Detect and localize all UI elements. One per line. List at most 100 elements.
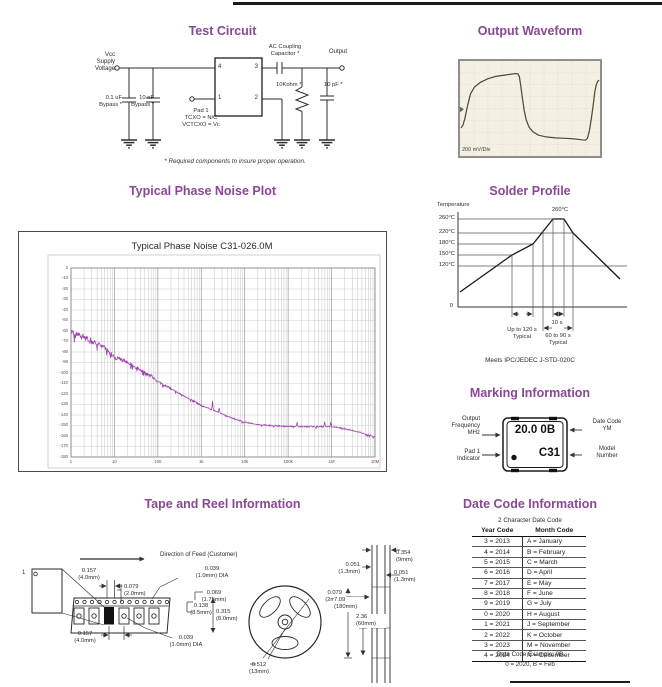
chip-model-text: C31 — [538, 447, 560, 459]
y-axis-tick: -150 — [59, 422, 68, 427]
heading-solder-profile: Solder Profile — [489, 184, 571, 198]
month-code-cell: K = October — [522, 629, 586, 641]
pocket-number-label: 1 — [22, 570, 26, 576]
dim-hub: 0.512 (13mm) — [249, 662, 269, 675]
pad1-label: Pad 1 TCXO = N/C VCTCXO = Vc — [182, 108, 220, 128]
resistor-label: 10Kohm * — [276, 82, 302, 88]
y-axis-tick: -100 — [59, 369, 68, 375]
pin2-label: 2 — [254, 95, 258, 101]
month-code-cell: A = January — [522, 536, 586, 548]
phase-noise-title: Typical Phase Noise C31-026.0M — [131, 241, 273, 252]
table-row: 3 = 2013 A = January — [472, 536, 586, 548]
ground-symbol — [145, 139, 161, 149]
x-axis-tick: 10M — [370, 459, 380, 464]
table-row: 9 = 2019 G = July — [472, 598, 586, 610]
y-axis-tick: -180 — [59, 453, 68, 459]
temperature-axis-label: Temperature — [437, 202, 470, 208]
x-axis-tick: 100k — [283, 459, 293, 464]
table-row: 4 = 2014 B = February — [472, 546, 586, 558]
phase-noise-trace — [71, 329, 376, 439]
circuit-note: * Required components to insure proper o… — [164, 158, 306, 165]
month-code-header: Month Code — [522, 526, 586, 537]
peak-temp-label: 260°C — [551, 207, 569, 213]
y-axis-tick: -130 — [59, 401, 68, 406]
heading-output-waveform: Output Waveform — [477, 24, 583, 38]
temp-zero-label: 0 — [449, 303, 453, 309]
y-axis-tick: -160 — [59, 432, 68, 438]
month-code-cell: M = November — [522, 640, 586, 652]
table-row: 4 = 2024 N = December — [472, 650, 586, 662]
heading-phase-noise: Typical Phase Noise Plot — [128, 184, 277, 198]
table-row: 5 = 2015 C = March — [472, 557, 586, 569]
freq-callout-label: Output Frequency MHz — [451, 416, 480, 437]
month-code-cell: G = July — [522, 598, 586, 610]
model-callout-label: Model Number — [596, 446, 618, 460]
y-axis-tick: -60 — [61, 327, 68, 333]
month-code-cell: D = April — [522, 567, 586, 579]
x-axis-tick: 1M — [328, 459, 335, 464]
phase-noise-chart: Typical Phase Noise C31-026.0M 0 -10 -20 -3… — [18, 231, 387, 472]
x-axis-tick: 10 — [112, 459, 117, 464]
table-row: 2 = 2022 K = October — [472, 629, 586, 641]
month-code-cell: B = February — [522, 546, 586, 558]
year-code-cell: 9 = 2019 — [472, 598, 523, 610]
y-axis-tick: -140 — [59, 411, 68, 417]
month-code-cell: C = March — [522, 557, 586, 569]
pin4-label: 4 — [218, 64, 222, 70]
y-axis-tick: -70 — [61, 338, 68, 343]
oscilloscope-capture — [458, 59, 602, 158]
heading-date-code: Date Code Information — [462, 497, 598, 511]
table-row: 1 = 2021 J = September — [472, 619, 586, 631]
y-axis-tick: -120 — [59, 390, 68, 396]
ground-symbol — [319, 139, 335, 149]
ground-symbol — [121, 139, 137, 149]
x-axis-tick: 1 — [69, 459, 73, 464]
heading-marking: Marking Information — [469, 386, 591, 400]
temp-150-label: 150°C — [438, 251, 455, 257]
table-row: 0 = 2020 H = August — [472, 609, 586, 621]
table-row: 6 = 2016 D = April — [472, 567, 586, 579]
x-axis-tick: 1k — [199, 459, 204, 464]
datecode-callout-label: Date Code YM — [592, 419, 622, 433]
ac-cap-label: AC Coupling Capacitor * — [268, 44, 302, 57]
y-axis-tick: -170 — [59, 443, 68, 448]
datecode-example-2: 0 = 2020, B = Feb — [505, 661, 555, 668]
vcc-label: Vcc Supply Voltage — [94, 52, 115, 73]
temp-180-label: 180°C — [438, 240, 455, 246]
pad1-dot — [511, 454, 517, 461]
year-code-cell: 7 = 2017 — [472, 578, 523, 589]
year-code-cell: 5 = 2015 — [472, 557, 523, 569]
x-axis-tick: 100 — [154, 459, 162, 464]
month-code-cell: J = September — [522, 619, 586, 631]
year-code-cell: 4 = 2024 — [472, 650, 523, 662]
waveform-trace — [460, 72, 600, 141]
phase-noise-plot-area — [47, 254, 381, 469]
sprocket-holes — [74, 599, 170, 605]
heading-tape-reel: Tape and Reel Information — [144, 497, 301, 511]
pad1-callout-label: Pad 1 Indicator — [456, 449, 480, 463]
table-row: 8 = 2018 F = June — [472, 588, 586, 600]
dim-top-pitch: 0.157 (4.0mm) — [78, 568, 100, 581]
dim-pocket-hole-dia: 0.039 (1.0mm) DIA — [169, 635, 203, 648]
datecode-example-1: Date Code Example: 0B — [496, 651, 564, 658]
month-code-cell: F = June — [522, 588, 586, 600]
datecode-subtitle: 2 Character Date Code — [498, 517, 562, 524]
year-code-cell: 8 = 2018 — [472, 588, 523, 600]
pin1-label: 1 — [218, 95, 222, 101]
ground-symbol — [294, 139, 310, 149]
jedec-note: Meets IPC/JEDEC J-STD-020C — [485, 357, 575, 364]
month-code-cell: N = December — [522, 650, 586, 662]
bottom-rule — [510, 681, 630, 683]
dim-bottom-pitch: 0.157 (4.0mm) — [74, 631, 96, 644]
dim-hole-edge: 0.069 (1.75mm) — [201, 590, 227, 603]
top-rule — [233, 2, 662, 5]
temp-120-label: 120°C — [438, 262, 455, 268]
year-code-cell: 6 = 2016 — [472, 567, 523, 579]
x-axis-tick: 10k — [241, 459, 249, 464]
cap2-label: 10 nF Bypass * — [131, 95, 154, 108]
solder-profile-diagram — [457, 212, 627, 331]
dim-side-right: 0.051 (1.3mm) — [394, 570, 416, 583]
year-code-cell: 0 = 2020 — [472, 609, 523, 621]
dim-pocket-center: 0.138 (3.5mm) — [190, 603, 212, 616]
